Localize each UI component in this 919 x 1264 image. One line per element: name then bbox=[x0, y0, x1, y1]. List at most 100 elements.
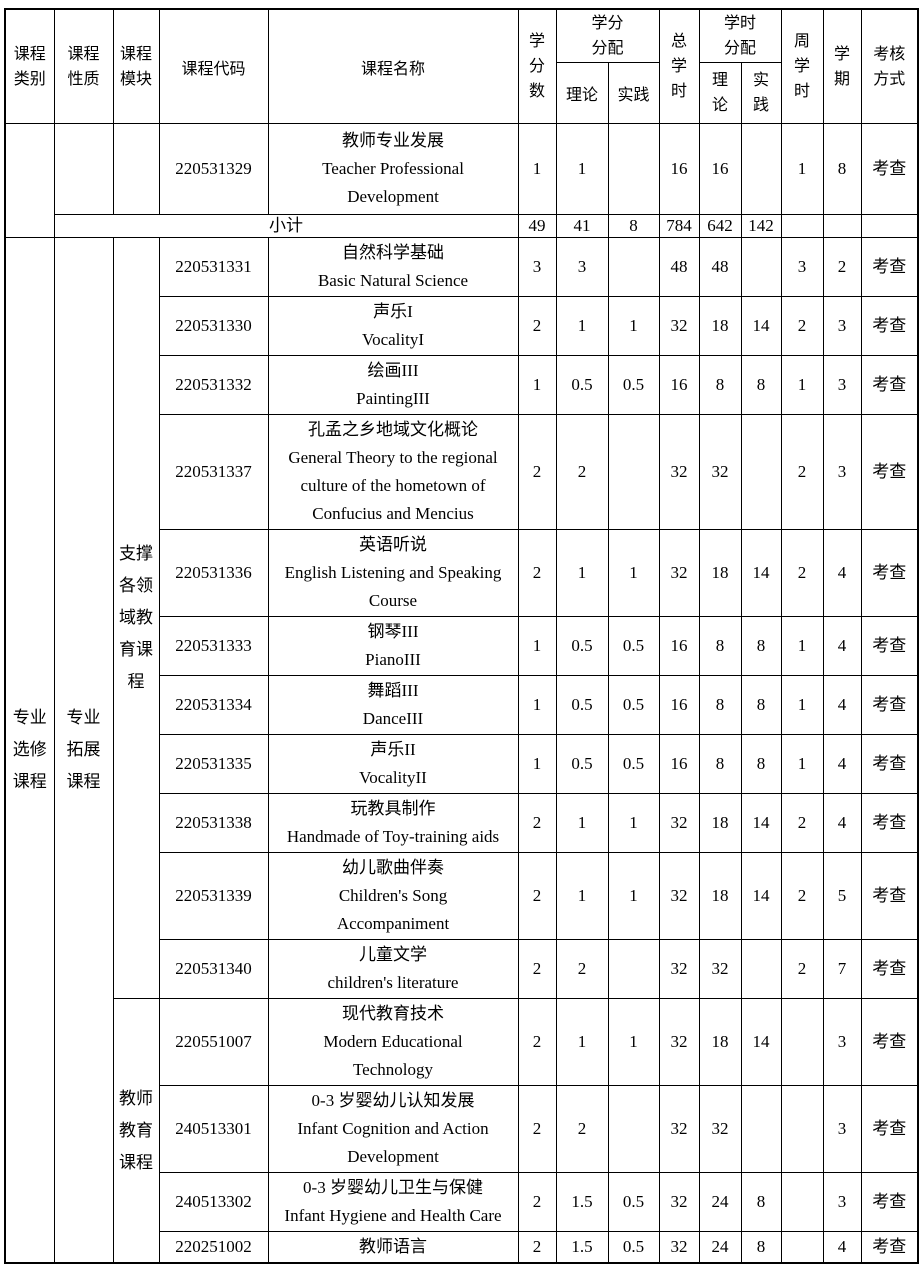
assessment-cell: 考查 bbox=[860, 852, 919, 940]
course-row: 220531339 幼儿歌曲伴奏 Children's Song Accompan… bbox=[5, 852, 919, 940]
credit-theory-cell: 1 bbox=[555, 852, 609, 940]
header-total-hours-label: 总学时 bbox=[671, 33, 688, 100]
credits-cell: 2 bbox=[517, 1231, 557, 1264]
header-module: 课程模块 bbox=[112, 8, 160, 124]
credit-theory-cell: 0.5 bbox=[555, 355, 609, 415]
total-hours-cell: 32 bbox=[658, 529, 700, 617]
header-semester-label: 学期 bbox=[834, 45, 851, 88]
hours-practice-cell: 8 bbox=[740, 675, 782, 735]
semester-cell: 4 bbox=[822, 529, 862, 617]
total-hours-cell: 32 bbox=[658, 1231, 700, 1264]
course-name-cell: 教师语言 bbox=[267, 1231, 519, 1264]
weekly-hours-cell: 1 bbox=[780, 355, 824, 415]
hours-theory-cell: 18 bbox=[698, 998, 742, 1086]
hours-theory-cell: 8 bbox=[698, 616, 742, 676]
header-weekly-hours-label: 周学时 bbox=[794, 33, 811, 100]
weekly-hours-cell: 2 bbox=[780, 852, 824, 940]
course-name-cell: 孔孟之乡地域文化概论 General Theory to the regiona… bbox=[267, 414, 519, 530]
module-cell bbox=[112, 123, 160, 215]
total-hours-cell: 32 bbox=[658, 852, 700, 940]
course-name-cell: 声乐I VocalityI bbox=[267, 296, 519, 356]
header-nature: 课程性质 bbox=[53, 8, 114, 124]
assessment-cell: 考查 bbox=[860, 1172, 919, 1232]
credits-cell: 2 bbox=[517, 793, 557, 853]
total-hours-cell: 32 bbox=[658, 939, 700, 999]
module-cell: 支撑各领域教育课程 bbox=[112, 237, 160, 999]
weekly-hours-cell bbox=[780, 214, 824, 238]
credit-practice-cell bbox=[607, 237, 660, 297]
weekly-hours-cell bbox=[780, 1172, 824, 1232]
course-code-cell: 220251002 bbox=[158, 1231, 269, 1264]
credits-cell: 2 bbox=[517, 998, 557, 1086]
credit-practice-cell: 1 bbox=[607, 529, 660, 617]
header-credit-dist-label: 学分分配 bbox=[591, 15, 624, 57]
header-hour-dist-label: 学时分配 bbox=[724, 15, 757, 57]
course-code-cell: 220531335 bbox=[158, 734, 269, 794]
hours-practice-cell bbox=[740, 414, 782, 530]
credit-theory-cell: 0.5 bbox=[555, 734, 609, 794]
credit-theory-cell: 1 bbox=[555, 793, 609, 853]
weekly-hours-cell: 2 bbox=[780, 414, 824, 530]
hours-theory-cell: 8 bbox=[698, 675, 742, 735]
course-code-cell: 220531340 bbox=[158, 939, 269, 999]
weekly-hours-cell: 2 bbox=[780, 793, 824, 853]
course-code-cell: 220531338 bbox=[158, 793, 269, 853]
category-cell bbox=[4, 123, 55, 238]
category-cell-label: 专业选修课程 bbox=[12, 708, 47, 791]
credit-theory-cell: 1.5 bbox=[555, 1231, 609, 1264]
credit-theory-cell: 1 bbox=[555, 529, 609, 617]
header-name: 课程名称 bbox=[267, 8, 519, 124]
credit-practice-cell bbox=[607, 1085, 660, 1173]
hours-theory-cell: 8 bbox=[698, 355, 742, 415]
credit-practice-cell: 8 bbox=[607, 214, 660, 238]
weekly-hours-cell: 1 bbox=[780, 734, 824, 794]
header-hours-theory: 理论 bbox=[698, 62, 742, 124]
weekly-hours-cell bbox=[780, 1231, 824, 1264]
course-row: 220531336 英语听说 English Listening and Spea… bbox=[5, 529, 919, 617]
category-cell: 专业选修课程 bbox=[4, 237, 55, 1264]
total-hours-cell: 32 bbox=[658, 1172, 700, 1232]
credits-cell: 2 bbox=[517, 529, 557, 617]
hours-theory-cell: 18 bbox=[698, 793, 742, 853]
total-hours-cell: 32 bbox=[658, 296, 700, 356]
header-hours-theory-label: 理论 bbox=[712, 72, 729, 114]
credit-practice-cell: 1 bbox=[607, 852, 660, 940]
weekly-hours-cell: 3 bbox=[780, 237, 824, 297]
assessment-cell: 考查 bbox=[860, 355, 919, 415]
total-hours-cell: 32 bbox=[658, 793, 700, 853]
credit-practice-cell: 0.5 bbox=[607, 616, 660, 676]
semester-cell: 5 bbox=[822, 852, 862, 940]
credit-practice-cell: 0.5 bbox=[607, 734, 660, 794]
course-row: 220531329 教师专业发展 Teacher Professional Dev… bbox=[4, 123, 919, 238]
course-row: 220531334 舞蹈III DanceIII 1 0.5 0.5 16 8 8 1 4 考查 bbox=[5, 675, 919, 735]
weekly-hours-cell: 2 bbox=[780, 939, 824, 999]
subtotal-row: 小计 49 41 8 784 642 142 bbox=[5, 214, 919, 238]
assessment-cell: 考查 bbox=[860, 414, 919, 530]
hours-theory-cell: 16 bbox=[698, 123, 742, 215]
credit-practice-cell: 0.5 bbox=[607, 1231, 660, 1264]
credit-theory-cell: 2 bbox=[555, 939, 609, 999]
assessment-cell: 考查 bbox=[860, 675, 919, 735]
total-hours-cell: 784 bbox=[658, 214, 700, 238]
total-hours-cell: 32 bbox=[658, 414, 700, 530]
subtotal-label-cell: 小计 bbox=[53, 214, 519, 238]
header-total-hours: 总学时 bbox=[658, 8, 700, 124]
course-name-cell: 教师专业发展 Teacher Professional Development bbox=[267, 123, 519, 215]
credit-theory-cell: 2 bbox=[555, 1085, 609, 1173]
credits-cell: 1 bbox=[517, 734, 557, 794]
table-header: 课程类别 课程性质 课程模块 课程代码 课程名称 学分数 学分分配 总学时 学时… bbox=[4, 8, 919, 124]
course-code-cell: 220531329 bbox=[158, 123, 269, 215]
credit-theory-cell: 2 bbox=[555, 414, 609, 530]
course-name-cell: 儿童文学 children's literature bbox=[267, 939, 519, 999]
header-credit-dist: 学分分配 bbox=[555, 8, 660, 63]
header-category-label: 课程类别 bbox=[13, 45, 46, 88]
course-row: 220531332 绘画III PaintingIII 1 0.5 0.5 16 8 8 1 3 考… bbox=[5, 355, 919, 415]
weekly-hours-cell bbox=[780, 1085, 824, 1173]
semester-cell: 4 bbox=[822, 734, 862, 794]
hours-theory-cell: 18 bbox=[698, 529, 742, 617]
course-name-cell: 幼儿歌曲伴奏 Children's Song Accompaniment bbox=[267, 852, 519, 940]
header-credits: 学分数 bbox=[517, 8, 557, 124]
semester-cell: 4 bbox=[822, 793, 862, 853]
total-hours-cell: 16 bbox=[658, 734, 700, 794]
credits-cell: 2 bbox=[517, 852, 557, 940]
